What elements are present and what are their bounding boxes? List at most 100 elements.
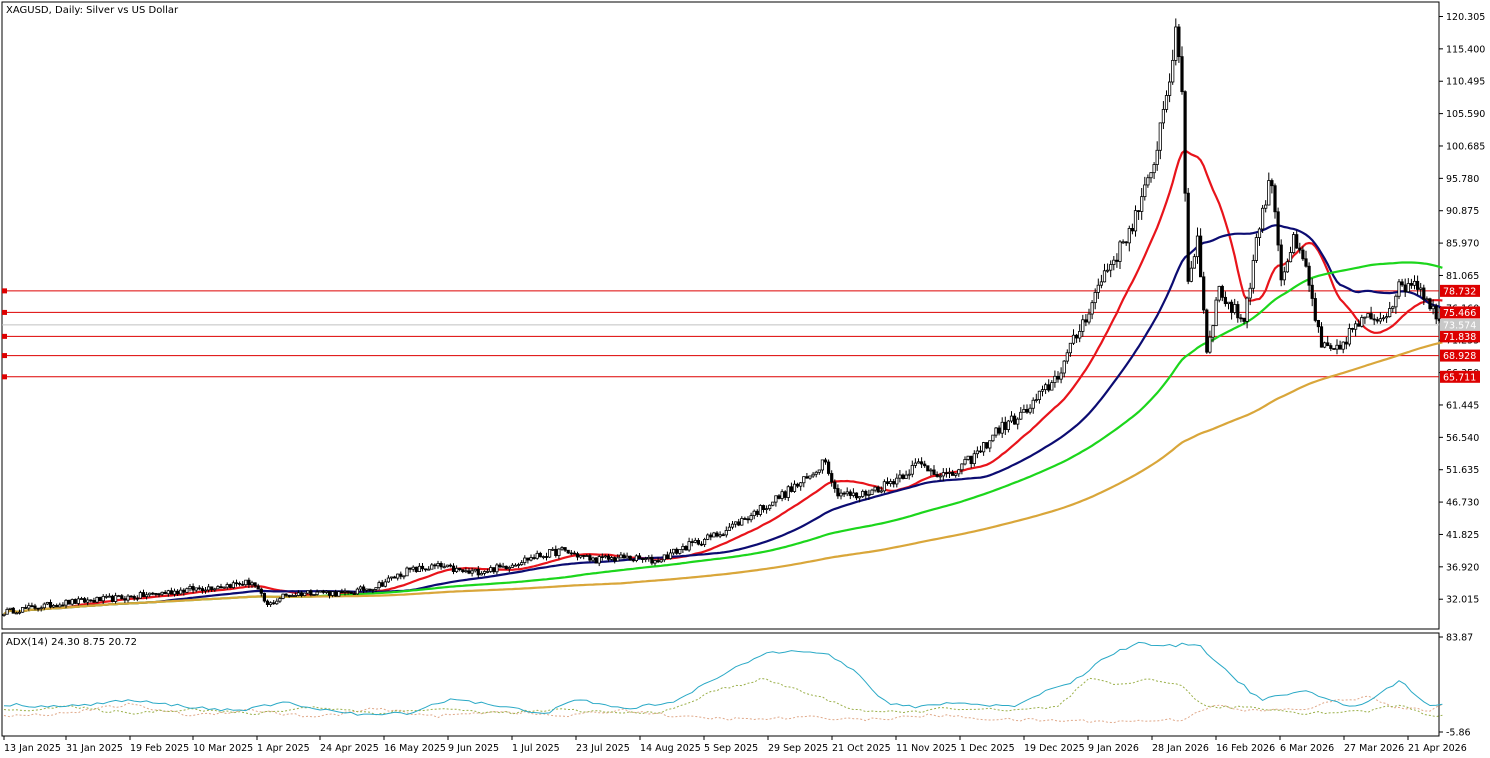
candle-body [485,571,490,573]
candle-body [988,440,992,449]
candle-body [1115,259,1119,262]
candle-body [265,600,270,605]
candle-body [761,505,766,511]
candle-body [318,590,322,593]
candle-body [1096,284,1100,293]
candle-body [1267,180,1271,206]
candle-body [129,595,133,598]
candle-body [1121,241,1125,244]
candle-body [24,607,28,609]
candle-body [972,453,976,465]
candle-body [166,590,170,595]
candle-body [200,588,204,592]
level-label-box [1440,349,1480,362]
candle-body [585,555,589,557]
candle-body [1078,330,1082,339]
candle-body [1019,411,1023,420]
candle-body [1332,348,1336,350]
candle-body [730,523,735,528]
candle-body [823,459,828,463]
candle-body [1059,372,1063,380]
candle-body [1403,284,1407,293]
candle-body [668,552,673,559]
candle-body [281,593,285,599]
candle-body [631,559,635,562]
candle-body [79,598,84,600]
candle-body [749,515,753,521]
candle-body [343,590,347,593]
horizontal-levels [2,288,1439,380]
candle-body [975,450,980,455]
candle-body [76,598,80,604]
candle-body [774,495,778,503]
price-tick-label: 110.495 [1446,77,1485,88]
price-tick-label: 61.445 [1446,400,1479,411]
candle-body [712,532,716,538]
candle-body [92,600,96,603]
time-tick-label: 19 Dec 2025 [1024,743,1085,754]
candle-body [107,595,111,598]
candle-body [944,472,949,475]
candle-body [1285,261,1289,273]
indicator-tick-label: 83.87 [1446,633,1473,644]
candle-body [777,495,781,499]
candle-body [1155,149,1159,165]
candle-body [1003,421,1007,430]
level-marker [2,333,7,339]
candle-body [699,543,704,546]
candle-body [1350,328,1355,330]
candle-body [448,564,453,567]
candle-body [1335,344,1339,350]
time-tick-label: 14 Aug 2025 [640,743,701,754]
candle-body [675,548,679,554]
candle-body [1341,341,1345,350]
price-tick-label: 41.825 [1446,530,1479,541]
candle-body [842,492,846,495]
candle-body [947,471,952,474]
candle-body [529,557,533,561]
candle-body [1031,399,1035,409]
candle-body [433,564,437,567]
candle-body [889,481,893,485]
candle-body [538,552,542,558]
candle-body [551,548,555,551]
candle-body [504,565,508,570]
candle-body [1084,319,1088,323]
candle-body [30,605,34,608]
candle-body [916,461,921,464]
plus-di-line [3,677,1443,718]
candle-body [1109,264,1113,271]
candle-body [1304,258,1308,267]
candle-body [935,474,939,477]
candle-body [5,608,9,615]
candle-body [1065,352,1069,362]
candle-body [241,583,245,586]
time-tick-label: 10 Mar 2025 [193,743,253,754]
candle-body [861,490,865,497]
candle-body [647,557,651,559]
candle-body [616,557,620,562]
candle-body [1214,299,1218,327]
candle-body [411,566,415,570]
candle-body [231,582,235,588]
candle-body [820,459,825,471]
candle-body [864,490,868,496]
candle-body [374,587,378,590]
candle-body [920,461,924,465]
candle-body [334,591,338,597]
candle-body [811,473,815,477]
candle-body [1245,297,1249,322]
candle-body [52,605,56,608]
candle-body [1016,418,1020,425]
candle-body [513,564,518,567]
candle-body [758,505,763,515]
candle-body [523,557,527,563]
candle-body [417,565,422,572]
candle-body [461,569,465,572]
candle-body [1239,317,1243,320]
candle-body [532,557,536,559]
candle-body [151,592,155,595]
moving-average-line [3,341,1443,616]
candle-body [123,598,127,601]
candle-body [960,463,964,471]
